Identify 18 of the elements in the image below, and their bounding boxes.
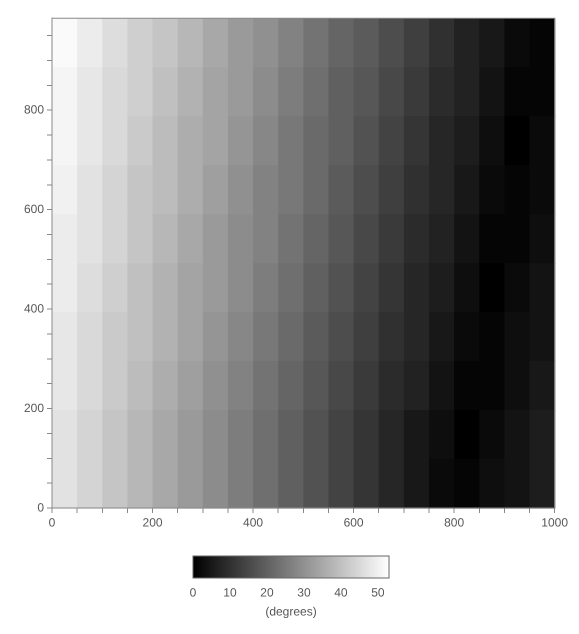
color-bar-label: 10 [223,585,237,600]
x-tick-label: 400 [243,516,264,530]
color-bar-title: (degrees) [265,604,317,618]
x-tick-label: 600 [344,516,364,530]
y-tick-label: 600 [24,202,44,216]
y-tick-label: 200 [24,400,44,415]
color-bar-label: 30 [297,585,311,600]
color-bar-label: 20 [260,585,274,600]
color-bar-label: 40 [334,585,348,600]
x-tick-label: 1000 [541,516,568,530]
x-tick-label: 200 [142,516,163,530]
y-tick-label: 400 [24,301,44,316]
y-tick-label: 800 [24,102,44,117]
x-tick-label: 800 [444,516,464,530]
color-bar-label: 50 [371,585,385,600]
x-tick-label: 0 [48,516,56,530]
color-bar-label: 0 [190,585,197,600]
y-tick-label: 0 [37,500,44,514]
